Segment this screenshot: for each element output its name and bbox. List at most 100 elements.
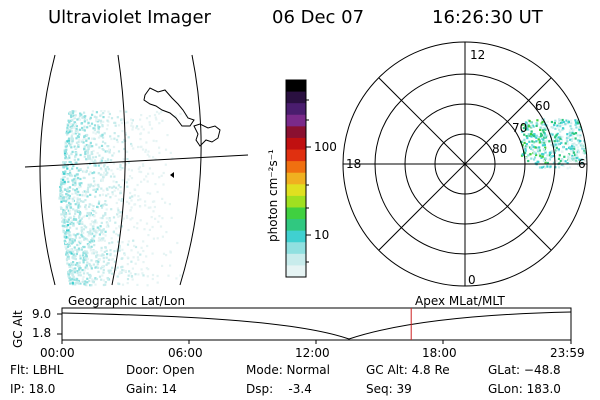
emission-pixel (107, 262, 110, 265)
emission-pixel (579, 130, 582, 133)
emission-pixel (574, 161, 577, 164)
emission-pixel (74, 110, 77, 113)
emission-pixel (81, 278, 84, 281)
emission-pixel (62, 218, 65, 221)
emission-pixel (111, 193, 114, 196)
emission-pixel (154, 183, 157, 186)
emission-pixel (130, 144, 133, 147)
emission-pixel (108, 112, 111, 116)
emission-pixel (65, 165, 68, 168)
emission-pixel (113, 250, 116, 253)
emission-pixel (137, 199, 140, 202)
emission-pixel (85, 238, 88, 241)
emission-pixel (131, 267, 134, 270)
emission-pixel (75, 125, 78, 128)
emission-pixel (176, 241, 179, 245)
emission-pixel (567, 121, 570, 124)
polar-ring-label-80: 80 (492, 142, 507, 156)
emission-pixel (122, 161, 125, 164)
emission-pixel (71, 137, 74, 140)
emission-pixel (583, 150, 586, 153)
emission-pixel (73, 174, 77, 177)
emission-pixel (92, 156, 95, 159)
emission-pixel (102, 260, 105, 263)
emission-pixel (99, 114, 102, 117)
emission-pixel (84, 205, 87, 208)
emission-pixel (136, 256, 139, 259)
emission-pixel (77, 176, 80, 180)
emission-pixel (109, 269, 112, 272)
emission-pixel (576, 139, 580, 142)
emission-pixel (559, 137, 562, 140)
emission-pixel (116, 116, 119, 119)
emission-pixel (117, 198, 120, 201)
emission-pixel (161, 197, 164, 200)
emission-pixel (67, 180, 70, 183)
polar-label-18: 18 (346, 157, 361, 171)
emission-pixel (100, 204, 103, 207)
emission-pixel (133, 203, 136, 206)
emission-pixel (126, 185, 129, 188)
emission-pixel (544, 157, 547, 160)
emission-pixel (109, 135, 112, 138)
emission-pixel (63, 211, 66, 214)
emission-pixel (104, 200, 107, 203)
emission-pixel (108, 242, 111, 245)
emission-pixel (132, 239, 135, 242)
emission-pixel (569, 166, 572, 169)
emission-pixel (164, 201, 167, 204)
emission-pixel (131, 128, 134, 131)
emission-pixel (132, 256, 135, 259)
emission-pixel (128, 202, 131, 205)
emission-pixel (126, 158, 129, 161)
emission-pixel (91, 278, 94, 281)
emission-pixel (72, 117, 75, 120)
emission-pixel (125, 215, 128, 218)
timeline-y-label: GC Alt (11, 310, 25, 348)
emission-pixel (70, 136, 73, 139)
emission-pixel (114, 268, 117, 271)
emission-pixel (154, 116, 157, 119)
emission-pixel (91, 220, 94, 223)
emission-pixel (95, 116, 98, 119)
emission-pixel (71, 123, 74, 126)
emission-pixel (113, 260, 116, 263)
emission-pixel (64, 161, 68, 164)
emission-pixel (77, 202, 81, 205)
emission-pixel (85, 250, 88, 253)
emission-pixel (530, 146, 533, 149)
emission-pixel (116, 167, 119, 170)
emission-pixel (79, 168, 82, 171)
emission-pixel (105, 249, 108, 252)
emission-pixel (134, 273, 137, 276)
emission-pixel (101, 156, 104, 159)
emission-pixel (542, 159, 545, 163)
emission-pixel (124, 163, 127, 166)
emission-pixel (128, 196, 132, 199)
emission-pixel (76, 250, 79, 253)
emission-pixel (100, 229, 103, 232)
emission-pixel (140, 180, 143, 183)
emission-pixel (71, 124, 74, 127)
emission-pixel (110, 137, 113, 141)
emission-pixel (77, 143, 80, 146)
emission-pixel (71, 256, 74, 259)
emission-pixel (68, 169, 72, 172)
emission-pixel (543, 141, 546, 144)
emission-pixel (85, 144, 88, 147)
emission-pixel (69, 282, 72, 285)
emission-pixel (530, 135, 533, 138)
emission-pixel (89, 276, 92, 279)
emission-pixel (106, 119, 109, 122)
emission-pixel (66, 188, 69, 192)
emission-pixel (83, 214, 86, 218)
emission-pixel (67, 119, 70, 122)
emission-pixel (541, 152, 544, 156)
emission-pixel (71, 112, 75, 115)
emission-pixel (145, 175, 148, 178)
emission-pixel (112, 152, 116, 155)
emission-pixel (577, 164, 580, 167)
emission-pixel (118, 249, 121, 252)
emission-pixel (549, 165, 552, 168)
emission-pixel (122, 158, 125, 161)
